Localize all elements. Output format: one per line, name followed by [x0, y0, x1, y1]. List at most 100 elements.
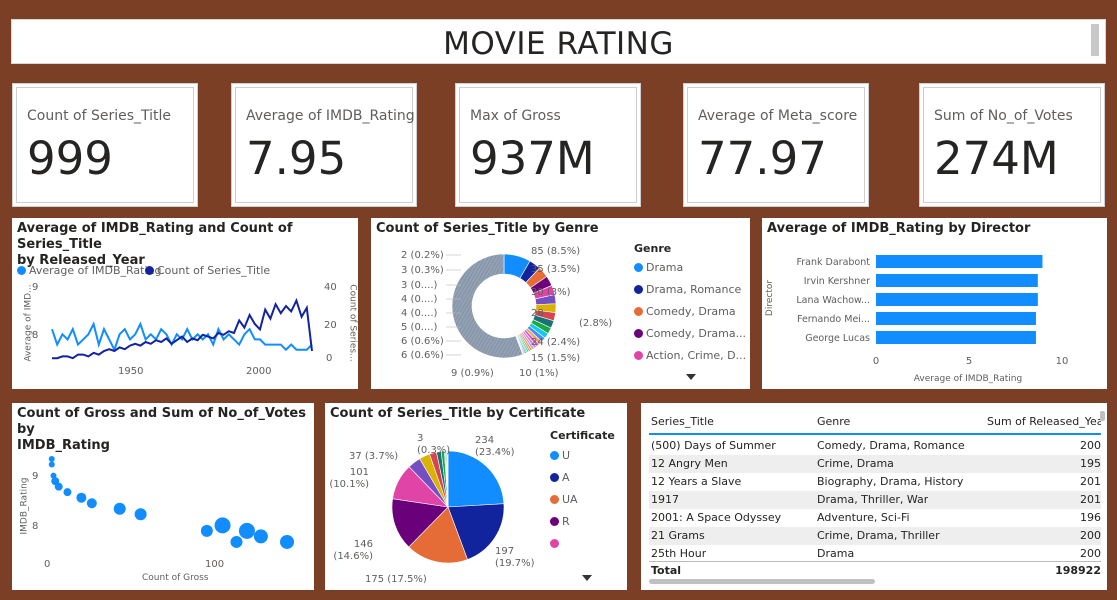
kpi-card-max-gross[interactable]: Max of Gross 937M — [455, 83, 641, 207]
line-chart-plot[interactable] — [50, 284, 314, 364]
scatter-y-tick: 9 — [32, 471, 39, 482]
kpi-card-count-series[interactable]: Count of Series_Title 999 — [12, 83, 198, 207]
scatter-point[interactable] — [253, 529, 268, 544]
scatter-point[interactable] — [76, 492, 87, 503]
table-row[interactable]: 2001: A Space Odyssey Adventure, Sci-Fi … — [649, 509, 1101, 527]
certificate-legend-item[interactable]: R — [550, 515, 570, 528]
genre-legend-item[interactable]: Comedy, Drama... — [634, 327, 746, 340]
director-bar-plot[interactable]: Frank Darabont Irvin Kershner Lana Wachow.… — [776, 248, 1104, 386]
kpi-label: Count of Series_Title — [27, 108, 172, 124]
genre-slice[interactable] — [451, 253, 524, 359]
scatter-title-line-1: Count of Gross and Sum of No_of_Votes by — [17, 406, 306, 437]
certificate-legend-item[interactable] — [550, 537, 562, 550]
x-tick: 2000 — [246, 366, 272, 377]
column-header-genre[interactable]: Genre — [817, 415, 851, 428]
director-bar[interactable] — [876, 274, 1038, 287]
director-bar[interactable] — [876, 331, 1036, 344]
kpi-label: Max of Gross — [470, 108, 561, 124]
kpi-card-average-meta-score[interactable]: Average of Meta_score 77.97 — [683, 83, 869, 207]
kpi-value: 274M — [934, 132, 1059, 185]
scatter-point[interactable] — [280, 534, 295, 549]
scatter-point[interactable] — [134, 508, 147, 521]
table-row[interactable]: 21 Grams Crime, Drama, Thriller 200 — [649, 527, 1101, 545]
certificate-slice[interactable] — [447, 450, 505, 508]
legend-dot — [550, 473, 559, 482]
scatter-point[interactable] — [54, 482, 63, 491]
line-chart-title: Average of IMDB_Rating and Count of Seri… — [17, 221, 358, 269]
cell-year: 200 — [1080, 547, 1101, 559]
cell-genre: Crime, Drama, Thriller — [817, 529, 940, 542]
certificate-slice[interactable] — [391, 498, 449, 548]
table-vertical-scrollbar[interactable] — [1100, 411, 1105, 421]
legend-item-count-series[interactable]: Count of Series_Title — [145, 264, 270, 277]
kpi-card-sum-votes[interactable]: Sum of No_of_Votes 274M — [919, 83, 1105, 207]
scatter-point[interactable] — [238, 522, 255, 539]
genre-legend-item[interactable]: Action, Crime, D... — [634, 349, 746, 362]
scatter-point[interactable] — [48, 456, 55, 462]
table-row[interactable]: (500) Days of Summer Comedy, Drama, Roma… — [649, 437, 1101, 455]
kpi-card-average-imdb[interactable]: Average of IMDB_Rating 7.95 — [231, 83, 417, 207]
director-x-tick: 0 — [873, 356, 879, 367]
legend-item-average-imdb[interactable]: Average of IMDB_Rating — [17, 264, 161, 277]
certificate-legend-item[interactable]: A — [550, 471, 570, 484]
legend-scroll-down-icon[interactable] — [686, 374, 696, 380]
director-category-label: Frank Darabont — [797, 257, 871, 268]
director-category-label: George Lucas — [805, 333, 870, 344]
certificate-legend-item[interactable]: U — [550, 449, 570, 462]
scatter-chart-title: Count of Gross and Sum of No_of_Votes by… — [17, 406, 314, 454]
cell-year: 200 — [1080, 529, 1101, 542]
genre-slice-label: 15 (1.5%) — [531, 353, 580, 364]
table-horizontal-scrollbar[interactable] — [649, 579, 875, 584]
director-bar-panel[interactable]: Average of IMDB_Rating by Director Direc… — [762, 218, 1107, 389]
kpi-value: 937M — [470, 132, 595, 185]
legend-label: Drama, Romance — [646, 283, 742, 296]
legend-label: Comedy, Drama — [646, 305, 736, 318]
table-row[interactable]: 12 Angry Men Crime, Drama 195 — [649, 455, 1101, 473]
director-bar[interactable] — [876, 255, 1043, 268]
certificate-pie-plot[interactable]: 234(23.4%) 197(19.7%) 175 (17.5%) 146(14.6%… — [325, 423, 547, 589]
certificate-slice[interactable] — [447, 503, 505, 560]
scatter-x-label: Count of Gross — [142, 573, 209, 583]
scatter-point[interactable] — [50, 472, 57, 479]
line-chart-panel[interactable]: Average of IMDB_Rating and Count of Seri… — [12, 218, 358, 389]
legend-label: U — [562, 449, 571, 462]
legend-scroll-down-icon[interactable] — [582, 575, 592, 581]
column-header-released-year[interactable]: Sum of Released_Yea — [987, 415, 1101, 428]
legend-label: A — [562, 471, 570, 484]
director-y-label: Director — [765, 279, 776, 317]
movie-table-panel[interactable]: Series_Title Genre Sum of Released_Yea (… — [641, 403, 1107, 590]
genre-donut-plot[interactable]: 85 (8.5%) 35 (3.5%) 30 (3%) 28 24 (2.4%) 15 (… — [371, 238, 631, 388]
director-x-tick: 5 — [966, 356, 972, 367]
certificate-slice[interactable] — [408, 506, 468, 564]
table-row[interactable]: 1917 Drama, Thriller, War 201 — [649, 491, 1101, 509]
scatter-point[interactable] — [113, 502, 126, 515]
certificate-pie-panel[interactable]: Count of Series_Title by Certificate 234… — [325, 403, 627, 590]
certificate-legend-title: Certificate — [550, 429, 615, 442]
scatter-point[interactable] — [214, 517, 231, 534]
scatter-panel[interactable]: Count of Gross and Sum of No_of_Votes by… — [12, 403, 314, 590]
scatter-point[interactable] — [48, 461, 55, 468]
series-line-average-imdb[interactable] — [51, 321, 313, 353]
genre-legend-item[interactable]: Drama, Romance — [634, 283, 741, 296]
table-row[interactable]: 12 Years a Slave Biography, Drama, Histo… — [649, 473, 1101, 491]
scatter-point[interactable] — [200, 524, 213, 537]
scatter-plot[interactable] — [46, 453, 310, 559]
scatter-point[interactable] — [63, 488, 72, 497]
series-line-count-series[interactable] — [52, 297, 313, 360]
genre-legend-item[interactable]: Drama — [634, 261, 683, 274]
title-scrollbar[interactable] — [1091, 24, 1099, 56]
director-category-label: Irvin Kershner — [804, 276, 870, 287]
genre-slice-label: 3 (0....) — [401, 280, 438, 291]
genre-slice-label: 4 (0....) — [401, 308, 438, 319]
scatter-point[interactable] — [230, 535, 243, 548]
director-bar[interactable] — [876, 293, 1038, 306]
genre-donut-panel[interactable]: Count of Series_Title by Genre 85 (8.5%)… — [371, 218, 750, 389]
genre-slice-label: 6 (0.6%) — [401, 350, 444, 361]
director-bar[interactable] — [876, 312, 1036, 325]
genre-legend-item[interactable]: Comedy, Drama — [634, 305, 736, 318]
certificate-slice[interactable] — [446, 450, 449, 508]
column-header-series-title[interactable]: Series_Title — [651, 415, 714, 428]
table-row[interactable]: 25th Hour Drama 200 — [649, 545, 1101, 559]
scatter-point[interactable] — [86, 498, 97, 509]
certificate-legend-item[interactable]: UA — [550, 493, 578, 506]
